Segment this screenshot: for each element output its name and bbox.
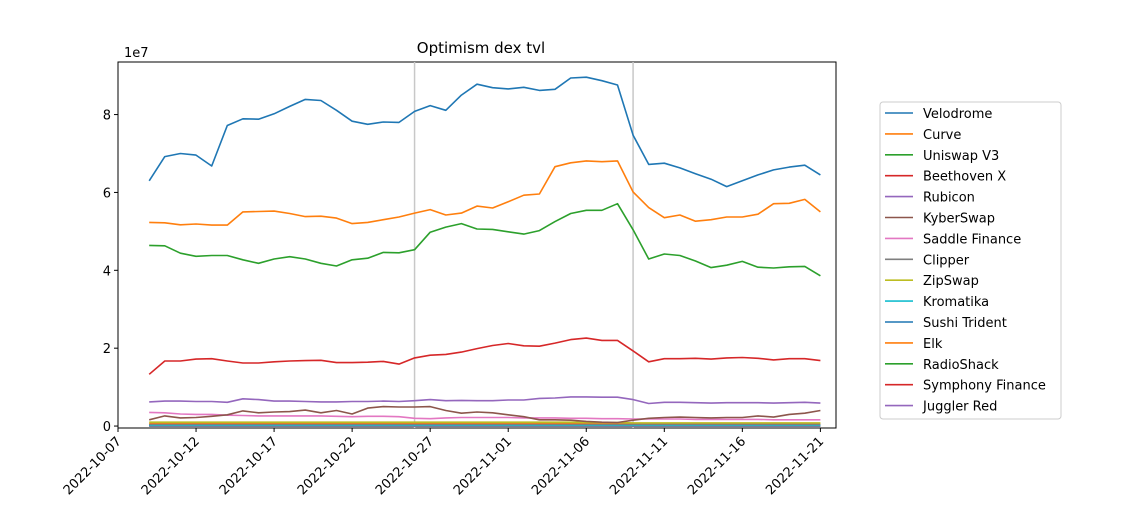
x-tick-label: 2022-10-07 [61,434,125,498]
x-tick-label: 2022-10-27 [373,434,437,498]
y-tick-label: 0 [103,420,111,435]
x-tick-label: 2022-11-06 [529,434,593,498]
series-line-velodrome [148,76,821,188]
plot-area [117,61,837,429]
x-tick-label: 2022-11-21 [763,434,827,498]
legend-entry: Kromatika [923,295,989,310]
x-tick-label: 2022-11-16 [685,434,749,498]
legend-entry: Juggler Red [922,400,997,415]
x-tick-label: 2022-10-12 [139,434,203,498]
x-tick-label: 2022-11-01 [451,434,515,498]
legend-entry: Rubicon [923,191,975,206]
series-line-kyberswap [149,405,821,424]
x-tick-label: 2022-10-17 [217,434,281,498]
legend-entry: Saddle Finance [923,232,1021,247]
chart-title: Optimism dex tvl [417,39,545,57]
series-line-saddle-finance [149,411,821,421]
legend-entry: ZipSwap [923,274,979,289]
series-lines [148,76,821,427]
legend-entry: RadioShack [923,358,999,373]
legend-entry: Velodrome [923,107,992,122]
legend-frame [879,101,1062,420]
legend-entry: Clipper [923,253,970,268]
x-axis: 2022-10-07 2022-10-12 2022-10-17 2022-10-22… [61,428,827,498]
series-line-zipswap [149,421,821,424]
legend-entry: KyberSwap [923,212,995,227]
series-line-rubicon [149,396,821,405]
x-tick-label: 2022-10-22 [295,434,359,498]
plot-frame [117,61,837,429]
legend: Velodrome Curve Uniswap V3 Beethoven X Rubic… [879,101,1062,420]
y-axis: 0 2 4 6 8 [103,109,118,435]
y-tick-label: 4 [103,264,111,279]
vertical-marker-lines [413,62,634,428]
series-line-beethoven-x [148,337,821,375]
legend-entry: Beethoven X [923,170,1006,185]
legend-entry: Uniswap V3 [923,149,999,164]
series-line-curve [149,160,821,226]
x-tick-label: 2022-11-11 [607,434,671,498]
y-tick-label: 6 [103,186,111,201]
legend-entry: Elk [923,337,943,352]
y-offset-label: 1e7 [124,46,149,61]
legend-entry: Symphony Finance [923,379,1046,394]
y-tick-label: 8 [103,109,111,124]
y-tick-label: 2 [103,342,111,357]
legend-entry: Curve [923,128,961,143]
series-line-uniswap-v3 [149,202,821,277]
legend-entry: Sushi Trident [923,316,1007,331]
